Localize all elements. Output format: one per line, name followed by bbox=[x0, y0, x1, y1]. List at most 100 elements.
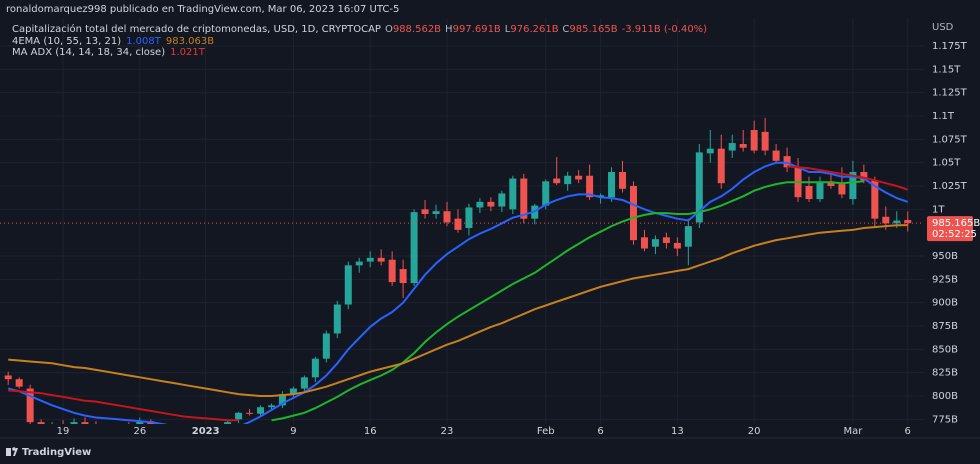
last-price-box bbox=[927, 216, 973, 242]
candle-body bbox=[224, 422, 232, 424]
indicator-line bbox=[7, 161, 909, 424]
ohlc-value: 985.165B bbox=[569, 24, 617, 35]
indicator-legend: MA ADX (14, 14, 18, 34, close) 1.021T bbox=[12, 47, 206, 58]
candle-body bbox=[366, 257, 374, 262]
ohlc-key: L bbox=[505, 24, 511, 35]
candle-body bbox=[662, 237, 670, 243]
y-tick-label: 1.125T bbox=[932, 88, 968, 99]
candle-body bbox=[542, 181, 550, 206]
candle-body bbox=[750, 130, 758, 151]
indicator-readout: 1.021T bbox=[170, 47, 206, 58]
title: Capitalización total del mercado de crip… bbox=[12, 23, 381, 35]
y-tick-label: 875B bbox=[932, 321, 958, 332]
candle-body bbox=[322, 333, 330, 359]
x-tick-label: 6 bbox=[597, 426, 603, 437]
candle-body bbox=[498, 193, 506, 207]
y-tick-label: 925B bbox=[932, 274, 958, 285]
candle-body bbox=[564, 175, 572, 185]
x-tick-label: 9 bbox=[290, 426, 296, 437]
candle-body bbox=[344, 265, 352, 305]
candle-body bbox=[267, 405, 275, 408]
x-tick-label: 16 bbox=[364, 426, 377, 437]
candle-body bbox=[278, 394, 286, 406]
candle-body bbox=[509, 178, 517, 210]
candle-body bbox=[629, 186, 637, 241]
candle-body bbox=[81, 422, 89, 424]
y-tick-label: 800B bbox=[932, 391, 958, 402]
x-tick-label: 13 bbox=[671, 426, 684, 437]
candle-body bbox=[257, 407, 265, 414]
candle-body bbox=[311, 358, 319, 378]
candle-body bbox=[619, 172, 627, 189]
candle-body bbox=[26, 388, 34, 423]
candle-body bbox=[816, 182, 824, 200]
brand: TradingView bbox=[22, 447, 91, 458]
candle-body bbox=[476, 201, 484, 208]
ohlc-key: H bbox=[445, 24, 453, 35]
candle-body bbox=[706, 148, 714, 154]
countdown: 02:52:25 bbox=[932, 229, 977, 240]
candle-body bbox=[695, 152, 703, 223]
candle-body bbox=[333, 304, 341, 334]
candle-body bbox=[608, 172, 616, 198]
candle-body bbox=[904, 220, 912, 224]
candle-body bbox=[893, 220, 901, 224]
candle-body bbox=[465, 207, 473, 228]
y-unit: USD bbox=[932, 22, 954, 33]
indicator-line bbox=[8, 389, 239, 422]
candle-body bbox=[15, 379, 23, 387]
y-tick-label: 1.15T bbox=[932, 64, 961, 75]
candle-body bbox=[553, 178, 561, 184]
candle-body bbox=[454, 218, 462, 230]
change: -3.911B (-0.40%) bbox=[622, 24, 708, 35]
y-tick-label: 900B bbox=[932, 298, 958, 309]
candle-body bbox=[849, 172, 857, 200]
candle-body bbox=[399, 269, 407, 284]
indicator-line bbox=[8, 224, 908, 397]
ohlc-value: 976.261B bbox=[510, 24, 558, 35]
y-tick-label: 1.1T bbox=[932, 111, 955, 122]
candle-body bbox=[860, 172, 868, 181]
x-tick-label: Feb bbox=[537, 426, 555, 437]
candle-body bbox=[300, 377, 308, 389]
candle-body bbox=[673, 242, 681, 249]
candle-body bbox=[235, 412, 243, 420]
indicator-label: MA ADX (14, 14, 18, 34, close) bbox=[12, 47, 165, 58]
candle-body bbox=[717, 148, 725, 184]
candle-body bbox=[136, 421, 144, 424]
plot bbox=[0, 18, 924, 424]
x-tick-label: 19 bbox=[57, 426, 70, 437]
candle-body bbox=[388, 259, 396, 283]
ohlc-key: C bbox=[562, 24, 569, 35]
candle-body bbox=[289, 388, 297, 395]
indicator-readout: 983.063B bbox=[166, 36, 214, 47]
indicator-label: 4EMA (10, 55, 13, 21) bbox=[12, 36, 121, 47]
candle-body bbox=[421, 209, 429, 214]
candle-body bbox=[37, 422, 45, 424]
candle-body bbox=[761, 131, 769, 151]
x-tick-label: 23 bbox=[441, 426, 454, 437]
y-tick-label: 1.05T bbox=[932, 158, 961, 169]
publisher: ronaldomarquez998 publicado en TradingVi… bbox=[6, 4, 399, 15]
last-price-label: 985.165B bbox=[932, 218, 980, 229]
x-tick-label: 26 bbox=[133, 426, 146, 437]
y-tick-label: 1.075T bbox=[932, 134, 968, 145]
candle-body bbox=[640, 237, 648, 249]
candle-body bbox=[443, 211, 451, 223]
y-tick-label: 1T bbox=[932, 204, 945, 215]
ohlc-value: 988.562B bbox=[393, 24, 441, 35]
x-tick-label: 2023 bbox=[192, 426, 220, 437]
candle-body bbox=[827, 181, 835, 186]
candle-body bbox=[246, 412, 254, 414]
candle-body bbox=[487, 201, 495, 207]
x-tick-label: 20 bbox=[748, 426, 761, 437]
candle-body bbox=[410, 212, 418, 284]
candle-body bbox=[432, 211, 440, 214]
candle-body bbox=[520, 178, 528, 219]
indicator-line bbox=[271, 180, 864, 422]
candle-body bbox=[772, 150, 780, 161]
y-tick-label: 1.025T bbox=[932, 181, 968, 192]
candle-body bbox=[377, 257, 385, 262]
